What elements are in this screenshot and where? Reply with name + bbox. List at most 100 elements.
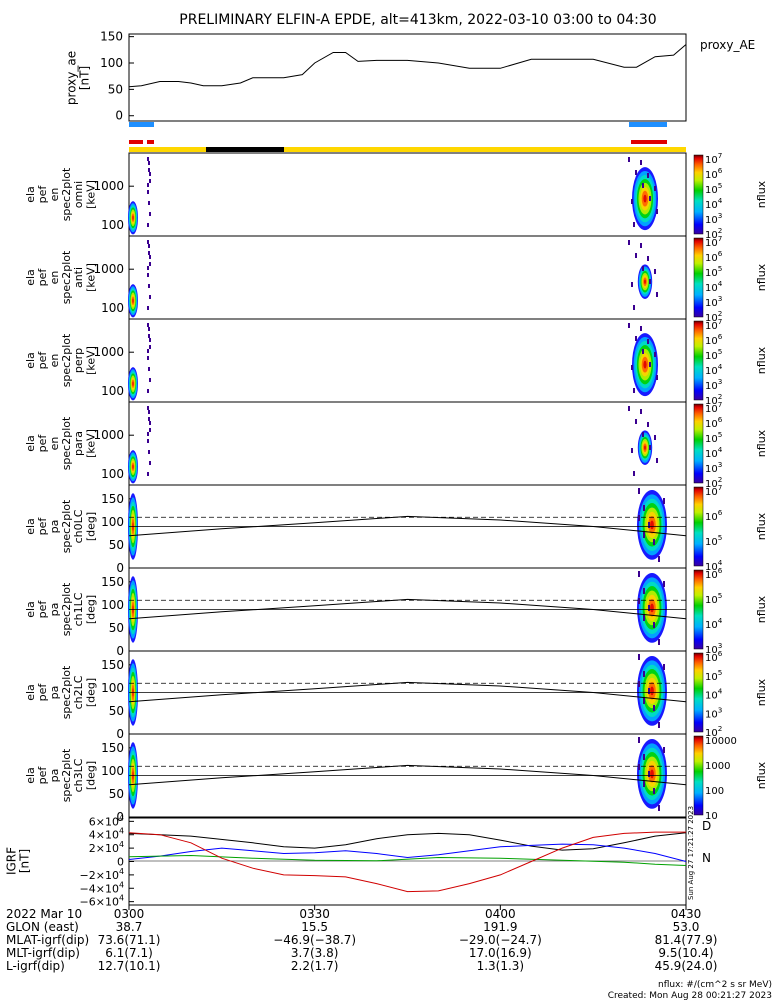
colorbar-tick-label: 103 <box>705 705 722 720</box>
y-tick-label: 1000 <box>93 345 124 359</box>
sparse-pixel <box>147 306 149 310</box>
sparse-pixel <box>149 378 151 382</box>
pitch-blob-end <box>650 686 654 696</box>
sparse-pixel <box>654 352 656 357</box>
sparse-pixel <box>149 172 151 176</box>
sparse-pixel <box>648 771 650 777</box>
y-tick-label: 0 <box>116 561 124 575</box>
sparse-pixel <box>147 432 149 436</box>
igrf-line-Bt <box>128 831 686 893</box>
sparse-pixel <box>628 240 630 245</box>
y-axis-label-line: proxy_ae <box>64 51 78 105</box>
status-bars <box>129 122 686 152</box>
sparse-pixel <box>149 179 151 183</box>
loss-cone-line <box>128 515 687 537</box>
sparse-pixel <box>148 410 150 414</box>
sparse-pixel <box>649 196 651 201</box>
sparse-pixel <box>149 338 151 342</box>
colorbar-label: nflux <box>755 512 768 540</box>
time-axis-cell: −46.9(−38.7) <box>273 933 356 947</box>
colorbar-tick-label: 102 <box>705 475 722 490</box>
y-tick-label: 0 <box>115 109 123 123</box>
y-axis-label-line: ela <box>24 601 37 618</box>
sparse-pixel <box>147 389 149 393</box>
igrf-legend-n: N <box>702 851 711 865</box>
sparse-pixel <box>663 664 665 670</box>
y-tick-label: −4×104 <box>80 880 124 895</box>
y-axis-label-line: ela <box>24 435 37 452</box>
blue-bar-start <box>129 122 154 127</box>
colorbar-tick-label: 104 <box>705 445 723 460</box>
sparse-pixel <box>643 505 645 511</box>
proxy-ae-panel: 150 100 50 0 proxy_ae [nT] proxy_AE <box>64 30 755 123</box>
y-tick-label: 150 <box>101 492 124 506</box>
sparse-pixel <box>633 388 635 393</box>
y-axis-label-line: pa <box>48 686 61 700</box>
colorbar-tick-label: 107 <box>705 151 722 166</box>
colorbar-tick-label: 107 <box>705 483 722 498</box>
y-axis-label-line: spec2plot <box>60 333 73 387</box>
colorbar-tick-label: 102 <box>705 309 722 324</box>
sparse-pixel <box>147 266 149 270</box>
time-axis-row-label: 2022 Mar 10 <box>6 907 82 921</box>
spectrum-blob-start <box>132 215 134 220</box>
colorbar <box>693 154 704 235</box>
sparse-pixel <box>149 428 151 432</box>
y-axis-label-line: IGRF <box>4 847 18 875</box>
colorbar-tick-label: 106 <box>705 508 723 523</box>
colorbar-tick-label: 103 <box>705 460 722 475</box>
colorbar-label: nflux <box>755 761 768 789</box>
colorbar-tick-label: 105 <box>705 533 722 548</box>
sparse-pixel <box>147 323 149 327</box>
time-axis-cell: 12.7(10.1) <box>98 959 161 973</box>
y-tick-label: 100 <box>101 764 124 778</box>
sparse-pixel <box>649 362 651 367</box>
sparse-pixel <box>653 622 655 628</box>
colorbar-tick-label: 104 <box>705 558 723 573</box>
sparse-pixel <box>638 764 640 770</box>
spectrum-blob-end <box>643 360 647 369</box>
time-axis-cell: 6.1(7.1) <box>105 946 153 960</box>
time-axis-cell: 1.3(1.3) <box>477 959 525 973</box>
sparse-pixel <box>648 605 650 611</box>
footer-created: Created: Mon Aug 28 00:21:27 2023 <box>608 991 772 1000</box>
y-axis-label-line: ela <box>24 518 37 535</box>
colorbar <box>693 320 704 401</box>
colorbar-tick-label: 102 <box>705 226 722 241</box>
time-axis-cell: 73.6(71.1) <box>98 933 161 947</box>
y-tick-label: 6×104 <box>89 813 124 828</box>
colorbar-label: nflux <box>755 180 768 208</box>
time-axis-cell: 0400 <box>485 907 516 921</box>
y-tick-label: 100 <box>101 467 124 481</box>
sparse-pixel <box>658 639 660 645</box>
colorbar-tick-label: 103 <box>705 377 722 392</box>
sparse-pixel <box>147 240 149 244</box>
colorbar-tick-label: 106 <box>705 566 723 581</box>
time-axis-cell: 81.4(77.9) <box>655 933 718 947</box>
spectrum-blob-start <box>132 298 134 303</box>
sparse-pixel <box>148 201 150 205</box>
y-axis-label-line: pef <box>36 766 49 785</box>
sparse-pixel <box>656 209 658 214</box>
colorbar-tick-label: 103 <box>705 211 722 226</box>
yellow-bar <box>129 147 686 152</box>
colorbar-tick-label: 10 <box>705 811 718 822</box>
y-tick-label: 1000 <box>93 179 124 193</box>
sparse-pixel <box>654 269 656 274</box>
y-axis-label-line: en <box>48 188 61 202</box>
sparse-pixel <box>643 615 645 621</box>
spectrogram-panel-ch0LC: 107 106 105 104 nflux 150 100 50 0 ela pef pa spec2p… <box>24 483 768 575</box>
y-axis-label-line: spec2plot <box>60 499 73 553</box>
sparse-pixel <box>648 522 650 528</box>
time-axis-cell: 0300 <box>114 907 145 921</box>
y-axis-label-line: spec2plot <box>60 167 73 221</box>
time-axis-row-label: MLAT-igrf(dip) <box>6 933 89 947</box>
colorbar-tick-label: 1000 <box>705 761 730 772</box>
colorbar-label: nflux <box>755 346 768 374</box>
panel-frame <box>128 235 687 320</box>
y-tick-label: 150 <box>101 658 124 672</box>
sparse-pixel <box>642 266 644 271</box>
sparse-pixel <box>147 157 149 161</box>
